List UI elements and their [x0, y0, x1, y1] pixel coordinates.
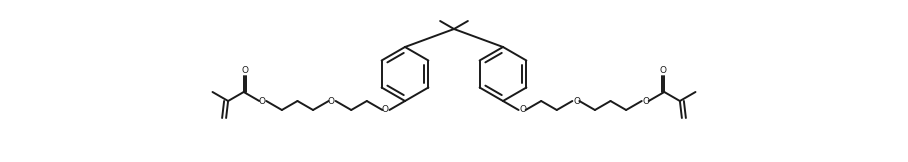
Text: O: O [519, 105, 527, 115]
Text: O: O [242, 66, 248, 75]
Text: O: O [643, 97, 650, 105]
Text: O: O [660, 66, 666, 75]
Text: O: O [381, 105, 389, 115]
Text: O: O [573, 97, 580, 105]
Text: O: O [328, 97, 335, 105]
Text: O: O [258, 97, 265, 105]
